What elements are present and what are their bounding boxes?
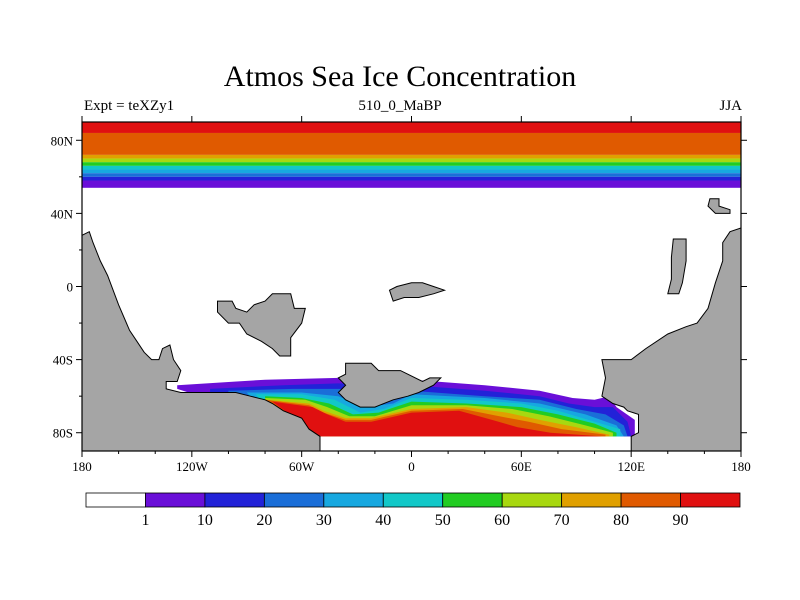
land-south-land-mass [337,362,443,408]
land-eastern-continent [601,227,741,451]
north-ice-band-8 [82,176,741,181]
north-ice-band-6 [82,169,741,174]
land-northeast-islet [707,198,731,214]
colorbar-box-4 [323,492,384,508]
north-ice-band-4 [82,162,741,166]
y-tick-label: 40S [53,353,73,368]
colorbar-label: 1 [141,512,149,529]
colorbar-label: 70 [554,512,570,529]
x-tick-label: 0 [408,459,415,474]
north-ice-band-1 [82,132,741,155]
y-tick-label: 80N [51,133,74,148]
colorbar-label: 10 [197,512,213,529]
colorbar-box-9 [620,492,681,508]
y-tick-label: 80S [53,426,73,441]
north-ice-band-7 [82,173,741,177]
experiment-label: Expt = teXZy1 [84,98,175,114]
colorbar-box-3 [263,492,325,508]
land-central-island [217,293,306,357]
colorbar-label: 40 [375,512,391,529]
colorbar-box-6 [442,492,503,508]
colorbar-label: 30 [316,512,332,529]
colorbar-box-10 [680,492,741,508]
x-tick-label: 120E [617,459,645,474]
y-tick-label: 0 [67,280,74,295]
colorbar-label: 90 [673,512,689,529]
colorbar-box-7 [501,492,563,508]
colorbar-box-2 [204,492,265,508]
x-tick-label: 60E [511,459,532,474]
period-label: 510_0_MaBP [358,98,442,114]
x-tick-label: 120W [176,459,209,474]
x-tick-label: 180 [72,459,92,474]
x-tick-label: 180 [731,459,751,474]
north-ice-band-5 [82,165,741,170]
north-ice-band-3 [82,158,741,163]
colorbar-box-1 [145,492,206,508]
land-western-continent [82,230,321,451]
land-north-small-island [388,282,447,302]
y-tick-label: 40N [51,206,74,221]
colorbar-label: 50 [435,512,451,529]
chart-title: Atmos Sea Ice Concentration [223,60,577,93]
north-ice-band-0 [82,122,741,133]
colorbar-label: 60 [494,512,510,529]
colorbar-label: 20 [256,512,272,529]
season-label: JJA [719,98,742,114]
north-ice-band-9 [82,180,741,188]
colorbar-box-8 [561,492,622,508]
x-tick-label: 60W [289,459,315,474]
colorbar-box-0 [85,492,146,508]
colorbar-box-5 [382,492,444,508]
south-ice-contour-9 [272,401,602,437]
north-ice-band-2 [82,154,741,159]
colorbar-label: 80 [613,512,629,529]
land-east-island [667,238,687,295]
